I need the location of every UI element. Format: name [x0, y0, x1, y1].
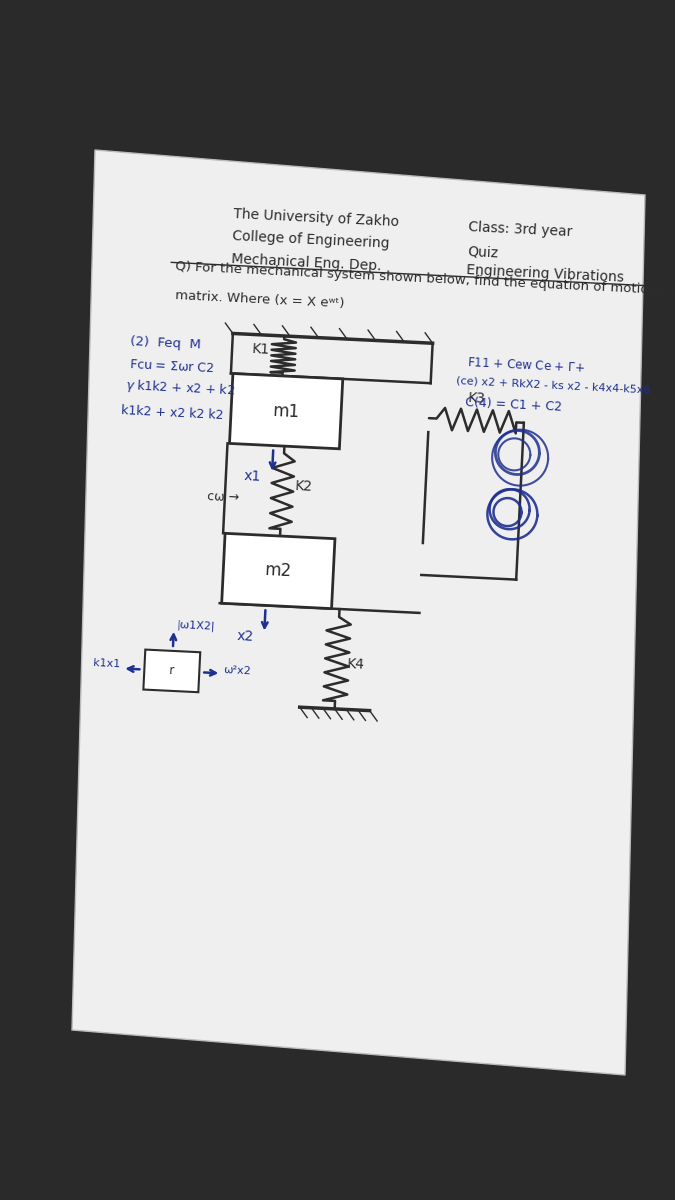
- Text: Fcu = $\Sigma$ωr C2: Fcu = $\Sigma$ωr C2: [129, 358, 215, 376]
- Text: (ce) x2 + RkX2 - ks x2 - k4x4-k5x6: (ce) x2 + RkX2 - ks x2 - k4x4-k5x6: [456, 376, 650, 395]
- Text: k1x1: k1x1: [92, 659, 120, 670]
- Text: C(4) = C1 + C2: C(4) = C1 + C2: [464, 396, 562, 414]
- Text: Engineering Vibrations: Engineering Vibrations: [466, 263, 624, 284]
- Text: Q) For the mechanical system shown below, find the equation of motions and the s: Q) For the mechanical system shown below…: [176, 259, 675, 301]
- Polygon shape: [221, 533, 335, 608]
- Text: F11 + Cew Ce + $\Gamma$+: F11 + Cew Ce + $\Gamma$+: [466, 355, 585, 374]
- Text: Mechanical Eng. Dep.: Mechanical Eng. Dep.: [232, 252, 382, 272]
- Text: |ω1X2|: |ω1X2|: [177, 620, 216, 632]
- Text: x1: x1: [244, 469, 262, 484]
- Text: K2: K2: [294, 479, 313, 494]
- Polygon shape: [72, 150, 645, 1075]
- Text: (2)  Feq  M: (2) Feq M: [130, 335, 201, 352]
- Text: Class: 3rd year: Class: 3rd year: [468, 221, 573, 239]
- Text: K3: K3: [468, 390, 486, 406]
- Text: r: r: [169, 665, 175, 678]
- Text: matrix. Where (x = X eʷᵗ): matrix. Where (x = X eʷᵗ): [174, 289, 344, 311]
- Text: m1: m1: [272, 402, 300, 421]
- Text: Quiz: Quiz: [467, 244, 499, 259]
- Text: $\gamma$ k1k2 + x2 + k2: $\gamma$ k1k2 + x2 + k2: [125, 377, 236, 400]
- Text: K1: K1: [252, 342, 270, 356]
- Text: cω →: cω →: [207, 490, 240, 505]
- Polygon shape: [230, 373, 343, 449]
- Text: k1k2 + x2 k2 k2: k1k2 + x2 k2 k2: [121, 404, 223, 422]
- Text: x2: x2: [236, 629, 254, 643]
- Text: ω²x2: ω²x2: [223, 665, 252, 676]
- Text: m2: m2: [265, 562, 292, 581]
- Text: College of Engineering: College of Engineering: [232, 229, 390, 251]
- Text: The University of Zakho: The University of Zakho: [234, 208, 400, 229]
- Text: K4: K4: [347, 658, 365, 672]
- Polygon shape: [143, 649, 200, 692]
